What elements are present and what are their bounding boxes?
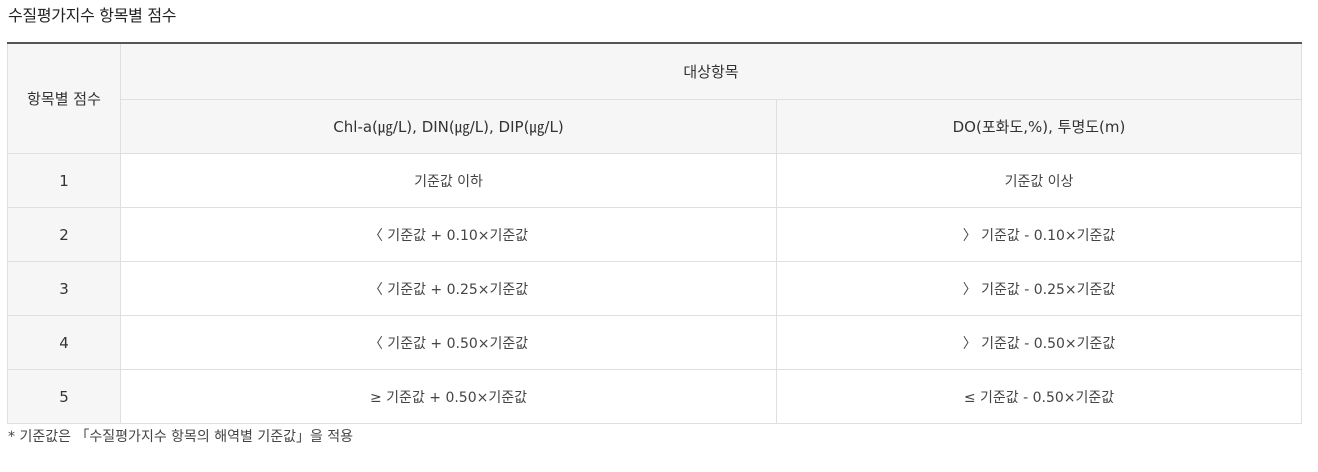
table-row: 4 〈 기준값 + 0.50×기준값 〉 기준값 - 0.50×기준값: [7, 315, 1303, 370]
criterion-a-cell: 〈 기준값 + 0.50×기준값: [120, 315, 777, 370]
criterion-b-cell: 〉 기준값 - 0.50×기준값: [775, 315, 1303, 370]
page-title: 수질평가지수 항목별 점수: [8, 6, 177, 25]
header-target-items: 대상항목: [119, 42, 1303, 100]
table-row: 2 〈 기준값 + 0.10×기준값 〉 기준값 - 0.10×기준값: [7, 207, 1303, 262]
header-score: 항목별 점수: [7, 42, 121, 154]
criterion-a-cell: 〈 기준값 + 0.10×기준값: [120, 207, 777, 262]
score-cell: 3: [7, 261, 121, 316]
criterion-b-cell: 〉 기준값 - 0.25×기준값: [775, 261, 1303, 316]
table-row: 1 기준값 이하 기준값 이상: [7, 153, 1303, 208]
score-cell: 2: [7, 207, 121, 262]
score-cell: 4: [7, 315, 121, 370]
score-cell: 1: [7, 153, 121, 208]
score-cell: 5: [7, 369, 121, 424]
criterion-b-cell: ≤ 기준값 - 0.50×기준값: [775, 369, 1303, 424]
criterion-a-cell: 기준값 이하: [120, 153, 777, 208]
score-table: 항목별 점수 대상항목 Chl-a(㎍/L), DIN(㎍/L), DIP(㎍/…: [7, 42, 1303, 424]
header-row: 항목별 점수 대상항목: [7, 42, 1303, 154]
criterion-a-cell: 〈 기준값 + 0.25×기준값: [120, 261, 777, 316]
footnote: * 기준값은 「수질평가지수 항목의 해역별 기준값」을 적용: [8, 429, 354, 445]
table-row: 3 〈 기준값 + 0.25×기준값 〉 기준값 - 0.25×기준값: [7, 261, 1303, 316]
criterion-a-cell: ≥ 기준값 + 0.50×기준값: [120, 369, 777, 424]
criterion-b-cell: 〉 기준값 - 0.10×기준값: [775, 207, 1303, 262]
table-row: 5 ≥ 기준값 + 0.50×기준값 ≤ 기준값 - 0.50×기준값: [7, 369, 1303, 424]
subheader-row: Chl-a(㎍/L), DIN(㎍/L), DIP(㎍/L) DO(포화도,%)…: [8, 99, 1303, 154]
criterion-b-cell: 기준값 이상: [775, 153, 1303, 208]
header-chl-din-dip: Chl-a(㎍/L), DIN(㎍/L), DIP(㎍/L): [120, 99, 777, 154]
header-do-transparency: DO(포화도,%), 투명도(m): [775, 99, 1303, 154]
